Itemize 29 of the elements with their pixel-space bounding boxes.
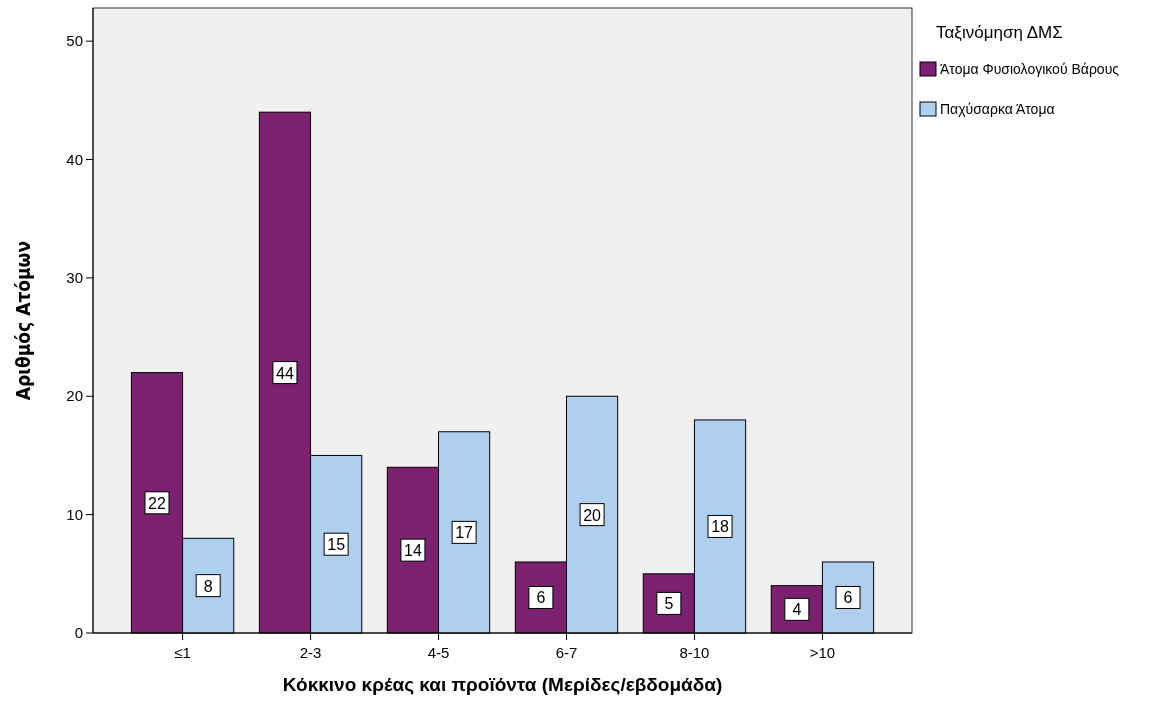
data-label: 44 bbox=[276, 364, 294, 382]
data-label: 8 bbox=[203, 577, 213, 595]
x-tick-label: 8-10 bbox=[679, 644, 710, 661]
y-tick-label: 0 bbox=[74, 624, 83, 641]
x-tick-label: 6-7 bbox=[555, 644, 578, 661]
data-label: 4 bbox=[792, 601, 802, 619]
legend-label: Παχύσαρκα Άτομα bbox=[940, 101, 1055, 117]
y-tick-label: 50 bbox=[66, 32, 83, 50]
x-tick-label: ≤1 bbox=[174, 644, 191, 661]
y-tick-label: 20 bbox=[66, 387, 83, 405]
y-tick-label: 30 bbox=[66, 268, 83, 286]
data-label: 6 bbox=[843, 589, 853, 607]
legend-label: Άτομα Φυσιολογικού Βάρους bbox=[940, 61, 1120, 77]
data-label: 17 bbox=[455, 524, 474, 542]
data-label: 6 bbox=[536, 589, 546, 607]
data-label: 20 bbox=[583, 506, 602, 524]
y-axis-title: Αριθμός Ατόμων bbox=[12, 240, 34, 401]
legend-title: Ταξινόμηση ΔΜΣ bbox=[936, 23, 1063, 42]
x-tick-label: 2-3 bbox=[299, 644, 322, 661]
data-label: 14 bbox=[404, 542, 422, 560]
y-tick-label: 10 bbox=[66, 505, 83, 523]
data-label: 5 bbox=[664, 595, 674, 613]
data-label: 18 bbox=[711, 518, 730, 536]
data-label: 15 bbox=[327, 536, 346, 554]
x-axis-title: Κόκκινο κρέας και προϊόντα (Μερίδες/εβδομάδα) bbox=[282, 674, 723, 695]
x-tick-label: >10 bbox=[809, 644, 836, 661]
y-tick-label: 40 bbox=[66, 150, 83, 168]
data-label: 22 bbox=[148, 494, 166, 512]
x-tick-label: 4-5 bbox=[427, 644, 450, 661]
